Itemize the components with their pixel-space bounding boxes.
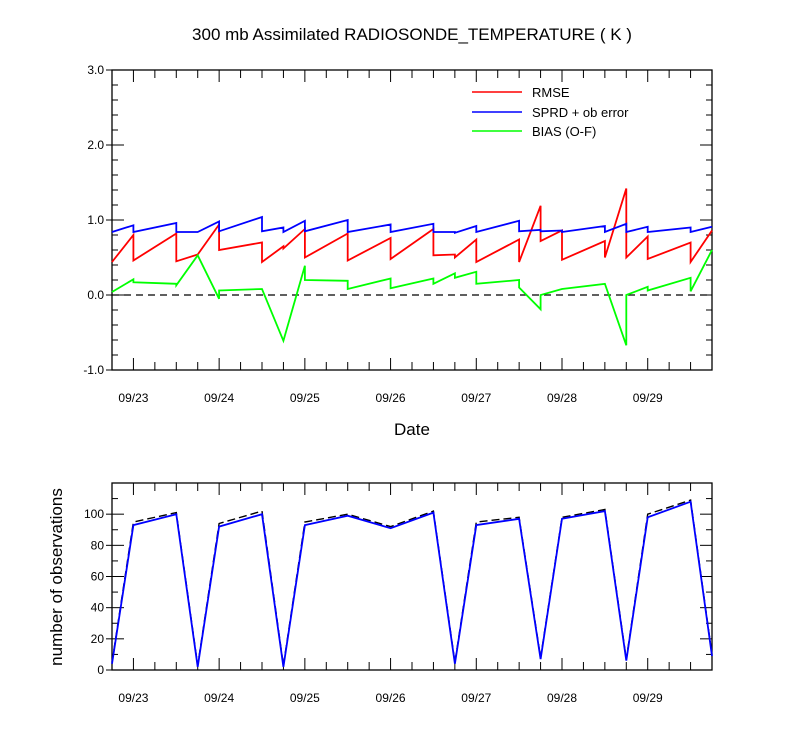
x-axis-label-date: Date — [394, 420, 430, 439]
legend-label-sprd: SPRD + ob error — [532, 105, 629, 120]
top-x-tick-label: 09/26 — [376, 391, 406, 405]
chart-title: 300 mb Assimilated RADIOSONDE_TEMPERATUR… — [192, 25, 632, 44]
bottom-x-tick-label: 09/29 — [633, 691, 663, 705]
top-series-sprd-ob-error — [111, 215, 713, 235]
bottom-x-tick-label: 09/27 — [461, 691, 491, 705]
bottom-x-tick-label: 09/24 — [204, 691, 234, 705]
top-y-tick-label: 0.0 — [87, 288, 104, 302]
legend: RMSE SPRD + ob error BIAS (O-F) — [472, 85, 629, 139]
top-x-tick-label: 09/25 — [290, 391, 320, 405]
bottom-series-assimilated-observations — [111, 500, 713, 668]
top-x-tick-label: 09/27 — [461, 391, 491, 405]
bottom-y-tick-label: 80 — [91, 538, 105, 552]
top-x-tick-label: 09/29 — [633, 391, 663, 405]
y-axis-label-observations: number of observations — [47, 488, 66, 666]
top-y-tick-label: 2.0 — [87, 138, 104, 152]
bottom-y-tick-label: 40 — [91, 601, 105, 615]
top-series-rmse — [111, 188, 713, 265]
legend-label-bias: BIAS (O-F) — [532, 124, 596, 139]
bottom-x-tick-label: 09/25 — [290, 691, 320, 705]
bottom-x-tick-label: 09/26 — [376, 691, 406, 705]
bottom-x-tick-label: 09/23 — [118, 691, 148, 705]
top-chart-panel: -1.0 0.0 1.0 2.0 3.0 09/23 09/24 09/25 09/26 09/2… — [83, 63, 713, 405]
bottom-y-tick-label: 0 — [97, 663, 104, 677]
top-y-tick-label: 1.0 — [87, 213, 104, 227]
legend-label-rmse: RMSE — [532, 85, 570, 100]
top-x-tick-label: 09/24 — [204, 391, 234, 405]
top-x-tick-label: 09/28 — [547, 391, 577, 405]
bottom-x-tick-label: 09/28 — [547, 691, 577, 705]
top-series-bias-o-f — [111, 249, 713, 346]
top-x-tick-label: 09/23 — [118, 391, 148, 405]
bottom-y-tick-label: 20 — [91, 632, 105, 646]
bottom-y-tick-label: 100 — [84, 507, 104, 521]
bottom-y-tick-label: 60 — [91, 570, 105, 584]
top-y-tick-label: 3.0 — [87, 63, 104, 77]
bottom-chart-panel: 0 20 40 60 80 100 09/23 09/24 09/25 09/26 09/27 09/… — [84, 482, 713, 705]
top-y-tick-label: -1.0 — [83, 363, 104, 377]
